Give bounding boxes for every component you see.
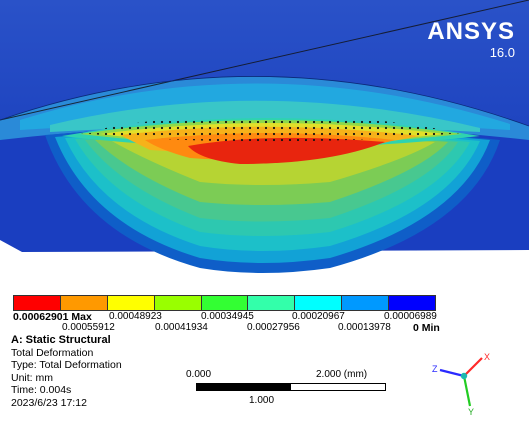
- scale-right-label: 2.000 (mm): [316, 369, 368, 380]
- legend-segment-7: [342, 296, 390, 310]
- legend-segment-8: [389, 296, 436, 310]
- legend-top-label-3: 0.00020967: [292, 311, 345, 322]
- brand-name: ANSYS: [427, 18, 515, 45]
- scale-mid-label: 1.000: [249, 395, 275, 406]
- result-time: Time: 0.004s: [11, 384, 72, 396]
- result-info: A: Static Structural Total Deformation T…: [11, 334, 122, 409]
- edge-line: [0, 0, 529, 121]
- legend-top-label-2: 0.00034945: [201, 311, 254, 322]
- triad-y-label: Y: [468, 407, 474, 417]
- triad-origin: [460, 372, 468, 380]
- legend-segment-0: [14, 296, 61, 310]
- triad-x-label: X: [484, 352, 490, 362]
- contour-legend-bar: [13, 295, 436, 311]
- legend-segment-1: [60, 296, 108, 310]
- analysis-title: A: Static Structural: [11, 334, 111, 346]
- y-axis-icon: [462, 375, 472, 407]
- legend-segment-2: [107, 296, 155, 310]
- max-deformation-region: [188, 137, 385, 164]
- result-name: Total Deformation: [11, 346, 94, 359]
- scale-left-label: 0.000: [186, 369, 212, 380]
- legend-bottom-label-4: 0 Min: [413, 322, 440, 334]
- legend-bottom-label-2: 0.00027956: [247, 322, 300, 333]
- x-axis-icon: [463, 357, 483, 377]
- z-axis-icon: [439, 368, 465, 378]
- scale-bar: [196, 383, 386, 391]
- legend-segment-3: [154, 296, 202, 310]
- legend-segment-4: [201, 296, 249, 310]
- legend-top-label-4: 0.00006989: [384, 311, 437, 322]
- model-viewport[interactable]: ANSYS 16.0: [0, 0, 529, 291]
- triad-z-label: Z: [432, 364, 438, 374]
- legend-bottom-label-1: 0.00041934: [155, 322, 208, 333]
- result-date: 2023/6/23 17:12: [11, 396, 87, 409]
- ansys-logo: ANSYS 16.0: [427, 18, 515, 60]
- mesh-nodes: [80, 120, 462, 142]
- legend-top-label-1: 0.00048923: [109, 311, 162, 322]
- legend-segment-6: [295, 296, 343, 310]
- legend-bottom-label-0: 0.00055912: [62, 322, 115, 333]
- legend-bottom-label-3: 0.00013978: [338, 322, 391, 333]
- axis-triad[interactable]: X Y Z: [426, 348, 496, 418]
- result-unit: Unit: mm: [11, 371, 53, 384]
- legend-top-label-0: 0.00062901 Max: [13, 311, 92, 323]
- deformation-contour-plot: [0, 0, 529, 291]
- result-type: Type: Total Deformation: [11, 359, 122, 371]
- legend-segment-5: [248, 296, 296, 310]
- brand-version: 16.0: [489, 45, 515, 60]
